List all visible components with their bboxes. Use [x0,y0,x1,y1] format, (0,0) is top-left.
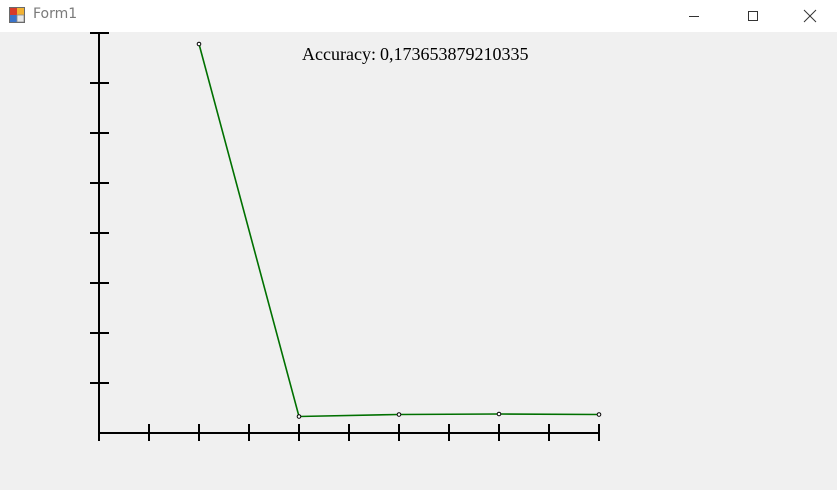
title-bar[interactable]: Form1 [0,0,837,32]
data-point [496,411,502,417]
close-icon [803,9,816,23]
window-title: Form1 [33,6,78,22]
maximize-button[interactable] [724,0,782,32]
series-line [198,43,600,418]
winforms-app-icon [9,7,25,23]
minimize-button[interactable] [665,0,723,32]
data-point [596,412,602,417]
data-point [396,412,402,417]
accuracy-line-chart [90,32,602,441]
close-button[interactable] [782,0,837,32]
accuracy-label: Accuracy: 0,173653879210335 [302,44,528,65]
accuracy-value: 0,173653879210335 [379,44,529,64]
data-point [296,414,302,419]
form-client-area: Accuracy: 0,173653879210335 [0,32,837,490]
maximize-icon [748,11,758,21]
data-point [196,41,202,47]
minimize-icon [689,16,699,17]
accuracy-label-text: Accuracy: [302,44,376,64]
